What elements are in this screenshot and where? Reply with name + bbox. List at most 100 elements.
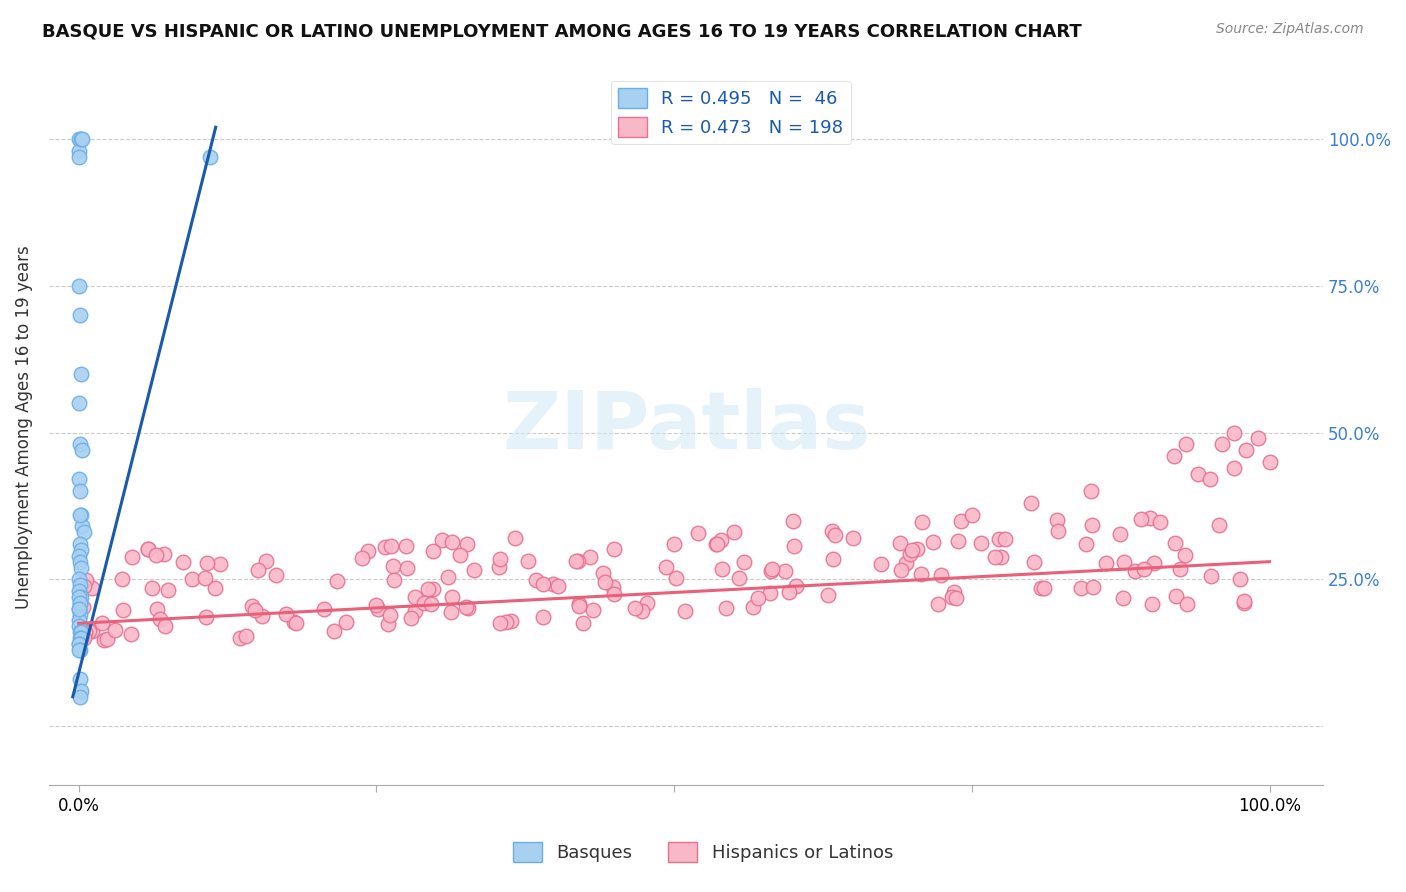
Point bbox=[264, 568, 287, 582]
Point bbox=[422, 582, 444, 596]
Point bbox=[1258, 455, 1281, 469]
Point bbox=[624, 600, 647, 615]
Point bbox=[901, 543, 924, 558]
Point bbox=[67, 642, 90, 657]
Point bbox=[67, 601, 90, 615]
Point bbox=[994, 533, 1017, 547]
Point bbox=[172, 555, 194, 569]
Point bbox=[630, 604, 652, 618]
Point bbox=[67, 144, 90, 158]
Point bbox=[96, 632, 118, 646]
Point bbox=[1234, 443, 1257, 458]
Point bbox=[1070, 581, 1092, 595]
Point bbox=[67, 549, 90, 563]
Point bbox=[1021, 496, 1043, 510]
Point bbox=[711, 562, 734, 576]
Point bbox=[274, 607, 297, 621]
Point bbox=[121, 549, 143, 564]
Point bbox=[73, 631, 96, 645]
Point bbox=[194, 610, 217, 624]
Point bbox=[404, 603, 426, 617]
Point bbox=[1143, 556, 1166, 570]
Point bbox=[374, 540, 396, 554]
Point bbox=[1164, 536, 1187, 550]
Point bbox=[817, 588, 839, 602]
Point bbox=[463, 563, 485, 577]
Point bbox=[67, 396, 90, 410]
Point bbox=[1233, 597, 1256, 611]
Point bbox=[602, 587, 624, 601]
Point bbox=[209, 557, 232, 571]
Point bbox=[67, 584, 90, 599]
Point bbox=[352, 551, 374, 566]
Point bbox=[412, 596, 434, 610]
Point bbox=[842, 531, 865, 545]
Point bbox=[1149, 516, 1171, 530]
Point bbox=[69, 537, 91, 551]
Point bbox=[69, 308, 91, 322]
Point bbox=[1108, 527, 1130, 541]
Point bbox=[120, 627, 142, 641]
Point bbox=[91, 616, 114, 631]
Point bbox=[688, 525, 710, 540]
Point bbox=[180, 572, 202, 586]
Point bbox=[582, 603, 605, 617]
Point bbox=[531, 609, 554, 624]
Point bbox=[602, 580, 624, 594]
Point bbox=[1046, 513, 1069, 527]
Point bbox=[67, 637, 90, 651]
Point bbox=[1139, 511, 1161, 525]
Point bbox=[69, 596, 91, 610]
Point bbox=[905, 541, 928, 556]
Point bbox=[422, 544, 444, 558]
Point bbox=[1031, 581, 1053, 595]
Point bbox=[70, 543, 93, 558]
Point bbox=[69, 578, 91, 592]
Point bbox=[73, 579, 96, 593]
Point bbox=[75, 573, 97, 587]
Point bbox=[380, 539, 402, 553]
Point bbox=[603, 541, 626, 556]
Point bbox=[759, 564, 782, 578]
Point bbox=[440, 591, 463, 605]
Point bbox=[531, 577, 554, 591]
Point bbox=[1208, 517, 1230, 532]
Point bbox=[565, 554, 588, 568]
Point bbox=[1223, 425, 1246, 440]
Point bbox=[72, 443, 94, 458]
Point bbox=[69, 484, 91, 499]
Point bbox=[67, 132, 90, 146]
Point bbox=[578, 550, 600, 565]
Point bbox=[67, 572, 90, 586]
Point bbox=[449, 548, 471, 562]
Point bbox=[1047, 524, 1070, 538]
Point bbox=[326, 574, 349, 588]
Point bbox=[240, 599, 263, 614]
Point bbox=[138, 542, 160, 557]
Point bbox=[922, 534, 945, 549]
Point bbox=[636, 596, 658, 610]
Point bbox=[1174, 549, 1197, 563]
Point bbox=[395, 540, 418, 554]
Point bbox=[942, 585, 965, 599]
Point bbox=[146, 602, 169, 616]
Point bbox=[568, 597, 591, 611]
Point bbox=[454, 599, 477, 614]
Point bbox=[543, 577, 565, 591]
Point bbox=[929, 568, 952, 582]
Point bbox=[69, 631, 91, 645]
Point bbox=[747, 591, 769, 606]
Point bbox=[395, 561, 418, 575]
Point bbox=[489, 615, 512, 630]
Point bbox=[67, 619, 90, 633]
Point bbox=[1022, 555, 1045, 569]
Point bbox=[69, 596, 91, 610]
Point bbox=[440, 605, 463, 619]
Point bbox=[420, 597, 443, 611]
Point bbox=[67, 473, 90, 487]
Point bbox=[250, 608, 273, 623]
Point bbox=[1223, 460, 1246, 475]
Point bbox=[950, 514, 973, 528]
Point bbox=[524, 574, 547, 588]
Point bbox=[900, 547, 922, 561]
